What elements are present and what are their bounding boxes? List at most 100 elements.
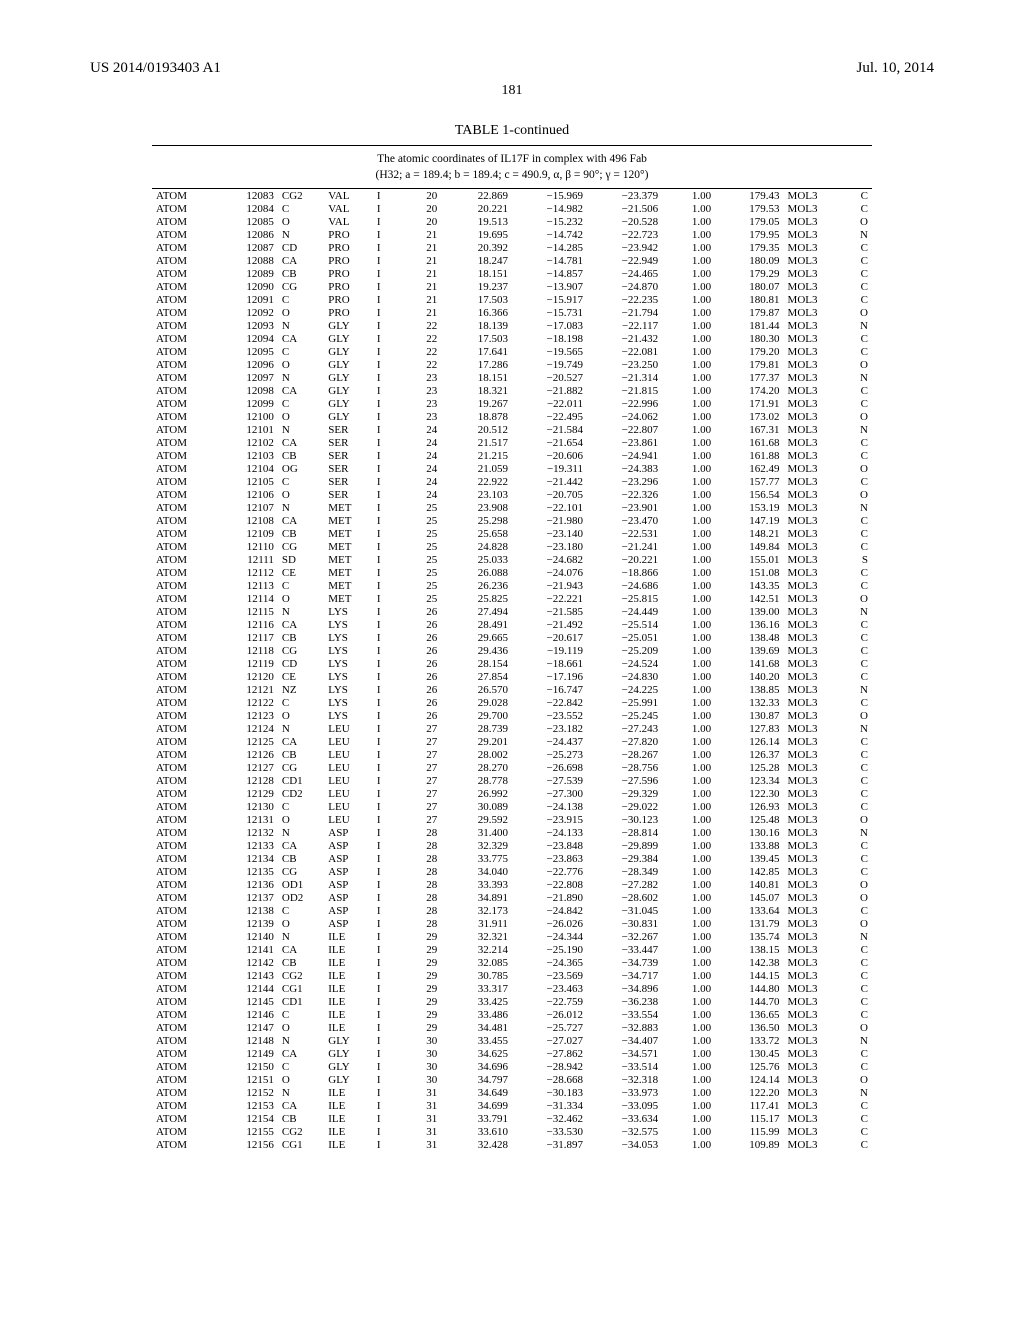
table-cell: ATOM <box>152 384 218 397</box>
table-cell: −28.814 <box>587 826 662 839</box>
table-row: ATOM12155CG2ILEI3133.610−33.530−32.5751.… <box>152 1125 872 1138</box>
table-cell: CB <box>278 527 324 540</box>
table-cell: 20 <box>397 215 441 228</box>
table-cell: 18.878 <box>441 410 512 423</box>
table-cell: 161.68 <box>715 436 783 449</box>
table-row: ATOM12148NGLYI3033.455−27.027−34.4071.00… <box>152 1034 872 1047</box>
table-cell: MOL3 <box>784 1008 841 1021</box>
table-cell: I <box>373 852 397 865</box>
table-cell: N <box>841 371 872 384</box>
table-cell: N <box>841 826 872 839</box>
table-cell: ATOM <box>152 826 218 839</box>
table-cell: 1.00 <box>662 956 715 969</box>
table-cell: LYS <box>324 709 373 722</box>
table-cell: −23.942 <box>587 241 662 254</box>
table-cell: 1.00 <box>662 904 715 917</box>
table-cell: ATOM <box>152 631 218 644</box>
table-cell: I <box>373 514 397 527</box>
table-cell: −22.723 <box>587 228 662 241</box>
table-cell: ILE <box>324 1112 373 1125</box>
table-cell: MOL3 <box>784 618 841 631</box>
table-cell: 25 <box>397 514 441 527</box>
table-cell: 34.891 <box>441 891 512 904</box>
table-cell: −20.606 <box>512 449 587 462</box>
table-cell: 1.00 <box>662 709 715 722</box>
table-cell: O <box>841 488 872 501</box>
table-cell: −23.463 <box>512 982 587 995</box>
table-cell: 1.00 <box>662 358 715 371</box>
table-cell: 12112 <box>218 566 278 579</box>
table-cell: 138.48 <box>715 631 783 644</box>
table-cell: O <box>278 709 324 722</box>
table-cell: MOL3 <box>784 748 841 761</box>
table-cell: 21.215 <box>441 449 512 462</box>
table-cell: −24.437 <box>512 735 587 748</box>
table-cell: C <box>841 1112 872 1125</box>
table-cell: MOL3 <box>784 787 841 800</box>
table-cell: 1.00 <box>662 605 715 618</box>
table-cell: 25.033 <box>441 553 512 566</box>
table-cell: I <box>373 657 397 670</box>
table-cell: −24.465 <box>587 267 662 280</box>
table-cell: −21.492 <box>512 618 587 631</box>
table-cell: LEU <box>324 787 373 800</box>
table-cell: 22 <box>397 345 441 358</box>
table-cell: 12115 <box>218 605 278 618</box>
table-cell: −13.907 <box>512 280 587 293</box>
table-cell: CA <box>278 943 324 956</box>
table-cell: C <box>841 436 872 449</box>
table-cell: SER <box>324 423 373 436</box>
table-cell: C <box>278 1008 324 1021</box>
table-cell: 19.695 <box>441 228 512 241</box>
table-cell: 1.00 <box>662 345 715 358</box>
patent-number: US 2014/0193403 A1 <box>90 60 221 77</box>
table-cell: −22.776 <box>512 865 587 878</box>
table-cell: −28.942 <box>512 1060 587 1073</box>
table-cell: 12102 <box>218 436 278 449</box>
table-cell: CG <box>278 644 324 657</box>
table-cell: I <box>373 280 397 293</box>
table-cell: 12111 <box>218 553 278 566</box>
table-cell: 26 <box>397 670 441 683</box>
table-cell: ATOM <box>152 800 218 813</box>
table-cell: CG <box>278 761 324 774</box>
coordinates-table: The atomic coordinates of IL17F in compl… <box>152 145 872 1151</box>
page-number: 181 <box>90 83 934 99</box>
table-cell: 28.778 <box>441 774 512 787</box>
table-row: ATOM12126CBLEUI2728.002−25.273−28.2671.0… <box>152 748 872 761</box>
table-cell: MOL3 <box>784 852 841 865</box>
table-cell: MOL3 <box>784 280 841 293</box>
table-cell: CA <box>278 618 324 631</box>
table-cell: 12108 <box>218 514 278 527</box>
table-cell: 12147 <box>218 1021 278 1034</box>
table-cell: 1.00 <box>662 1099 715 1112</box>
table-cell: 12126 <box>218 748 278 761</box>
table-cell: −22.326 <box>587 488 662 501</box>
table-cell: N <box>841 1086 872 1099</box>
table-cell: −21.943 <box>512 579 587 592</box>
table-cell: ILE <box>324 995 373 1008</box>
table-cell: −25.273 <box>512 748 587 761</box>
table-cell: 33.393 <box>441 878 512 891</box>
table-cell: ATOM <box>152 371 218 384</box>
table-cell: C <box>841 384 872 397</box>
table-cell: 12146 <box>218 1008 278 1021</box>
table-cell: 133.64 <box>715 904 783 917</box>
table-cell: 138.15 <box>715 943 783 956</box>
table-cell: 130.45 <box>715 1047 783 1060</box>
table-cell: C <box>841 774 872 787</box>
table-cell: CD1 <box>278 774 324 787</box>
table-cell: ILE <box>324 943 373 956</box>
table-cell: 23 <box>397 397 441 410</box>
table-cell: I <box>373 826 397 839</box>
table-cell: CA <box>278 1099 324 1112</box>
table-cell: 25 <box>397 527 441 540</box>
table-cell: −24.682 <box>512 553 587 566</box>
table-cell: ILE <box>324 1086 373 1099</box>
table-cell: 1.00 <box>662 462 715 475</box>
table-cell: 179.81 <box>715 358 783 371</box>
table-cell: −24.365 <box>512 956 587 969</box>
table-cell: MOL3 <box>784 332 841 345</box>
table-cell: MOL3 <box>784 579 841 592</box>
table-cell: PRO <box>324 228 373 241</box>
